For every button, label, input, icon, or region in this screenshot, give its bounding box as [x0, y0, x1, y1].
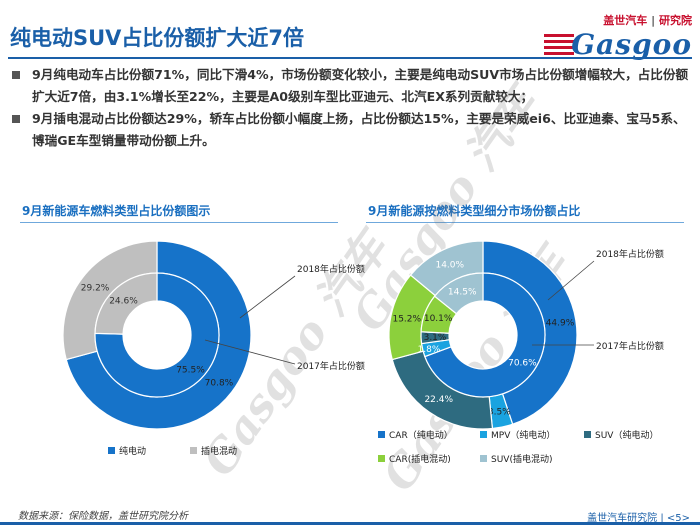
legend-label: 插电混动 [201, 445, 237, 457]
inner-ring-slice [433, 272, 484, 315]
outer-ring-data-label: 70.8% [205, 378, 234, 388]
inner-ring-slice [94, 272, 220, 398]
legend-swatch [108, 447, 115, 454]
chart2-title-underline [366, 222, 684, 223]
square-bullet-icon [12, 71, 20, 79]
outer-ring-data-label: 29.2% [81, 284, 110, 294]
legend-swatch [190, 447, 197, 454]
outer-ring-data-label: 22.4% [424, 395, 453, 405]
page-title: 纯电动SUV占比份额扩大近7倍 [10, 26, 305, 50]
legend-swatch [480, 431, 487, 438]
footer-source: 数据来源：保险数据，盖世研究院分析 [18, 511, 188, 522]
chart1-title-underline [20, 222, 338, 223]
bullet-item: 9月纯电动车占比份额71%，同比下滑4%，市场份额变化较小，主要是纯电动SUV市… [10, 64, 690, 108]
bullet-text: 9月插电混动占比份额达29%，轿车占比份额小幅度上扬，占比份额达15%，主要是荣… [32, 111, 686, 148]
inner-ring-data-label: 1.8% [418, 345, 441, 355]
title-divider [8, 57, 692, 59]
summary-bullets: 9月纯电动车占比份额71%，同比下滑4%，市场份额变化较小，主要是纯电动SUV市… [10, 64, 690, 152]
legend-label: SUV(插电混动) [491, 453, 552, 465]
footer: 数据来源：保险数据，盖世研究院分析 盖世汽车研究院 | <5> [0, 503, 700, 525]
legend-label: SUV（纯电动） [595, 429, 658, 441]
logo-sub-text: 研究院 [659, 14, 692, 27]
inner-ring-data-label: 10.1% [424, 314, 453, 324]
bullet-text: 9月纯电动车占比份额71%，同比下滑4%，市场份额变化较小，主要是纯电动SUV市… [32, 67, 689, 104]
outer-ring-annotation: 2018年占比份额 [596, 248, 664, 260]
inner-ring-data-label: 3.1% [424, 333, 447, 343]
inner-ring-slice [424, 272, 546, 398]
legend-label: 纯电动 [119, 445, 146, 457]
bullet-item: 9月插电混动占比份额达29%，轿车占比份额小幅度上扬，占比份额达15%，主要是荣… [10, 108, 690, 152]
outer-ring-data-label: 3.5% [488, 407, 511, 417]
inner-ring-annotation: 2017年占比份额 [596, 340, 664, 352]
logo-brand: 盖世汽车 | 研究院 [603, 12, 692, 28]
logo-mark: Gasgoo [571, 28, 692, 61]
annotation-leader-line [547, 260, 595, 301]
inner-ring-data-label: 24.6% [109, 297, 138, 307]
legend-label: MPV（纯电动） [491, 429, 555, 441]
legend-swatch [378, 455, 385, 462]
outer-ring-data-label: 14.0% [435, 260, 464, 270]
outer-ring-annotation: 2018年占比份额 [297, 263, 365, 275]
footer-org: 盖世汽车研究院 | <5> [587, 513, 690, 524]
outer-ring-data-label: 15.2% [392, 314, 421, 324]
inner-ring-data-label: 70.6% [508, 358, 537, 368]
chart1-title: 9月新能源车燃料类型占比份额图示 [22, 204, 211, 218]
outer-ring-data-label: 44.9% [546, 319, 575, 329]
logo-stripes-icon [544, 34, 574, 56]
annotation-leader-line [239, 275, 296, 319]
square-bullet-icon [12, 115, 20, 123]
legend-swatch [378, 431, 385, 438]
annotation-leader-line [204, 339, 296, 365]
footer-bar [0, 522, 700, 525]
chart2-title: 9月新能源按燃料类型细分市场份额占比 [368, 204, 581, 218]
inner-ring-data-label: 14.5% [448, 288, 477, 298]
logo-separator: | [651, 14, 656, 27]
legend-swatch [480, 455, 487, 462]
inner-ring-annotation: 2017年占比份额 [297, 360, 365, 372]
gasgoo-logo: 盖世汽车 | 研究院 Gasgoo [542, 12, 692, 64]
inner-ring-data-label: 75.5% [176, 365, 205, 375]
legend-label: CAR(插电混动) [389, 453, 451, 465]
legend-swatch [584, 431, 591, 438]
logo-brand-text: 盖世汽车 [603, 14, 648, 27]
inner-ring-slice [94, 272, 158, 335]
legend-label: CAR（纯电动） [389, 429, 453, 441]
